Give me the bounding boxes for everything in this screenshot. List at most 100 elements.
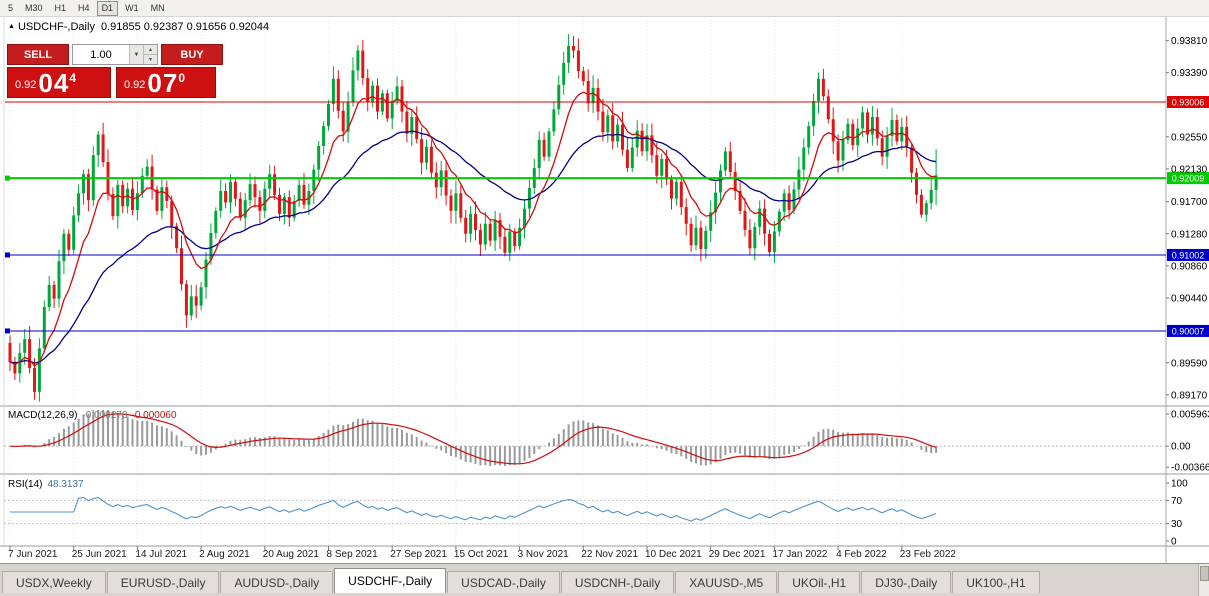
date-label: 14 Jul 2021	[135, 549, 187, 560]
date-label: 2 Aug 2021	[199, 549, 250, 560]
level-tag-0.92009	[1167, 172, 1209, 185]
price-tick: 0.89590	[1171, 358, 1208, 369]
level-tag-text: 0.92009	[1172, 174, 1205, 184]
rsi-name: RSI(14)	[8, 479, 43, 490]
moving-averages-layer	[9, 91, 937, 367]
macd-panel: 0.005963 0.00 -0.003664	[4, 410, 1209, 474]
symbol-tabbar: USDX,Weekly EURUSD-,Daily AUDUSD-,Daily USD…	[0, 563, 1209, 596]
volume-input[interactable]	[73, 45, 129, 64]
timeframe-button-5[interactable]: 5	[8, 2, 14, 13]
symbol-tab-usdcad[interactable]: USDCAD-,Daily	[447, 571, 560, 593]
rsi-panel: 100 70 30 0	[4, 479, 1188, 548]
date-label: 15 Oct 2021	[454, 549, 509, 560]
volume-dropdown-icon[interactable]: ▼	[129, 45, 143, 64]
symbol-tab-eurusd[interactable]: EURUSD-,Daily	[106, 571, 220, 593]
level-tag-text: 0.90007	[1172, 326, 1205, 336]
rsi-value: 48.3137	[47, 479, 84, 490]
chart-ohlc-values: 0.91855 0.92387 0.91656 0.92044	[100, 21, 270, 33]
timeframe-button-m30[interactable]: M30	[25, 2, 43, 13]
trade-controls-row: SELL ▼ ▲ ▼ BUY	[7, 44, 227, 65]
sell-price-big: 04	[38, 68, 70, 98]
price-tick: 0.91700	[1171, 197, 1208, 208]
date-label: 23 Feb 2022	[900, 549, 957, 560]
tabbar-scrollbar[interactable]	[1198, 564, 1209, 596]
date-label: 27 Sep 2021	[390, 549, 447, 560]
volume-control: ▼ ▲ ▼	[72, 44, 158, 65]
level-tag-0.90007	[1167, 324, 1209, 337]
macd-main-value: -0.000270	[82, 410, 128, 421]
price-axis: 0.93810 0.93390 0.92550 0.92130 0.91700 0.912…	[1166, 36, 1208, 401]
symbol-tab-ukoil[interactable]: UKOil-,H1	[778, 571, 861, 593]
level-tag-0.91002	[1167, 248, 1209, 261]
rsi-indicator-label: RSI(14) 48.3137	[8, 479, 84, 490]
date-label: 4 Feb 2022	[836, 549, 887, 560]
price-chart[interactable]: 0.93006 0.92009 0.91002 0.90007 0.93810 0.933…	[0, 0, 1209, 563]
symbol-tab-uk100[interactable]: UK100-,H1	[952, 571, 1040, 593]
level-tag-0.93006	[1167, 95, 1209, 108]
collapse-panel-icon[interactable]: ▲	[8, 23, 15, 30]
macd-name: MACD(12,26,9)	[8, 410, 78, 421]
symbol-tab-xauusd[interactable]: XAUUSD-,M5	[675, 571, 778, 593]
level-handle-0.91002[interactable]	[5, 252, 10, 258]
date-label: 20 Aug 2021	[263, 549, 320, 560]
macd-signal-value: -0.000060	[131, 410, 177, 421]
chart-title: ▲ USDCHF-,Daily 0.91855 0.92387 0.91656 0.…	[8, 21, 269, 33]
price-tick: 0.93810	[1171, 36, 1208, 47]
one-click-trading-panel: SELL ▼ ▲ ▼ BUY 0.92 04 4 0.92 07 0	[7, 44, 227, 98]
buy-price-big: 07	[147, 68, 179, 98]
level-handle-0.90007[interactable]	[5, 328, 10, 334]
symbol-tab-audusd[interactable]: AUDUSD-,Daily	[220, 571, 334, 593]
volume-down-icon[interactable]: ▼	[144, 55, 157, 64]
volume-up-icon[interactable]: ▲	[144, 45, 157, 55]
price-tick: 0.90860	[1171, 261, 1208, 272]
price-levels-layer[interactable]: 0.93006 0.92009 0.91002 0.90007	[5, 95, 1209, 337]
date-label: 8 Sep 2021	[327, 549, 379, 560]
timeframe-button-h1[interactable]: H1	[54, 2, 67, 13]
date-label: 17 Jan 2022	[772, 549, 827, 560]
sell-price-prefix: 0.92	[15, 79, 37, 91]
level-handle-0.92009[interactable]	[5, 175, 10, 181]
buy-button[interactable]: BUY	[161, 44, 223, 65]
timeframe-button-h4[interactable]: H4	[78, 2, 90, 13]
macd-axis-tick: -0.003664	[1171, 463, 1209, 474]
rsi-axis-tick: 30	[1171, 519, 1183, 530]
timeframe-toolbar: 5 M30 H1 H4 D1 W1 MN	[0, 0, 1209, 17]
date-label: 3 Nov 2021	[518, 549, 570, 560]
chart-symbol-label: USDCHF-,Daily	[17, 21, 95, 33]
buy-price-sup: 0	[178, 71, 186, 85]
date-label: 10 Dec 2021	[645, 549, 702, 560]
rsi-axis-tick: 0	[1171, 537, 1177, 548]
candles-layer	[8, 34, 938, 402]
trade-prices-row: 0.92 04 4 0.92 07 0	[7, 67, 227, 98]
timeframe-button-w1[interactable]: W1	[125, 2, 139, 13]
level-tag-text: 0.93006	[1172, 97, 1205, 107]
price-tick: 0.93390	[1171, 68, 1208, 79]
rsi-axis-tick: 70	[1171, 496, 1183, 507]
symbol-tab-usdx[interactable]: USDX,Weekly	[2, 571, 106, 593]
sell-price-sup: 4	[69, 71, 77, 85]
macd-axis-tick: 0.00	[1171, 442, 1191, 453]
sell-price-box[interactable]: 0.92 04 4	[7, 67, 111, 98]
date-label: 25 Jun 2021	[72, 549, 127, 560]
volume-spinner: ▲ ▼	[143, 45, 157, 64]
rsi-axis-tick: 100	[1171, 479, 1188, 490]
price-tick: 0.92130	[1171, 164, 1208, 175]
timeframe-button-mn[interactable]: MN	[150, 2, 165, 13]
sell-button[interactable]: SELL	[7, 44, 69, 65]
macd-axis-tick: 0.005963	[1171, 410, 1209, 421]
price-tick: 0.89170	[1171, 390, 1208, 401]
date-axis: 7 Jun 2021 25 Jun 2021 14 Jul 2021 2 Aug 20…	[8, 546, 956, 560]
date-label: 29 Dec 2021	[709, 549, 766, 560]
symbol-tab-usdcnh[interactable]: USDCNH-,Daily	[560, 571, 675, 593]
scrollbar-thumb[interactable]	[1200, 566, 1209, 581]
symbol-tab-dj30[interactable]: DJ30-,Daily	[861, 571, 952, 593]
level-tag-text: 0.91002	[1172, 250, 1205, 260]
price-tick: 0.90440	[1171, 293, 1208, 304]
symbol-tab-usdchf[interactable]: USDCHF-,Daily	[334, 568, 447, 593]
timeframe-button-d1[interactable]: D1	[96, 0, 119, 16]
buy-price-box[interactable]: 0.92 07 0	[116, 67, 216, 98]
price-tick: 0.91280	[1171, 229, 1208, 240]
macd-indicator-label: MACD(12,26,9) -0.000270 -0.000060	[8, 410, 177, 421]
buy-price-prefix: 0.92	[124, 79, 146, 91]
